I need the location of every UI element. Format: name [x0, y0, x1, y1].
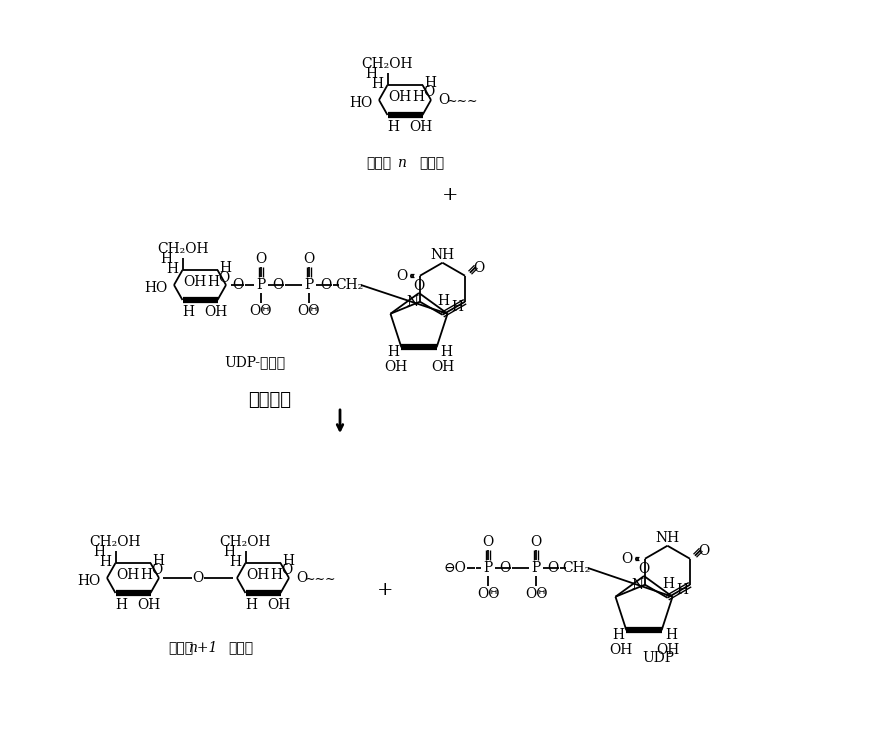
Text: O: O	[218, 270, 229, 285]
Text: O: O	[423, 85, 435, 99]
Text: H: H	[452, 299, 463, 313]
Text: O: O	[413, 279, 425, 293]
Text: NH: NH	[656, 531, 680, 545]
Text: H: H	[270, 568, 282, 582]
Text: O: O	[473, 261, 485, 275]
Text: ∼∼∼: ∼∼∼	[305, 573, 337, 585]
Text: NH: NH	[430, 247, 454, 262]
Text: H: H	[224, 545, 235, 559]
Text: OH: OH	[431, 360, 454, 374]
Text: H: H	[183, 305, 194, 319]
Text: CH₂OH: CH₂OH	[362, 57, 413, 71]
Text: O: O	[296, 571, 307, 585]
Text: O: O	[303, 252, 315, 266]
Text: OΘ: OΘ	[298, 304, 320, 318]
Text: ⊖O: ⊖O	[444, 561, 466, 575]
Text: O: O	[321, 278, 331, 292]
Text: H: H	[612, 628, 625, 642]
Text: H: H	[219, 261, 232, 275]
Text: 糖原（: 糖原（	[366, 156, 391, 170]
Text: O: O	[499, 561, 511, 575]
Text: CH₂: CH₂	[562, 561, 590, 575]
Text: H: H	[94, 545, 105, 559]
Text: HO: HO	[349, 96, 372, 110]
Text: H: H	[116, 598, 127, 612]
Text: OH: OH	[184, 275, 207, 289]
Text: H: H	[437, 293, 450, 308]
Text: OH: OH	[656, 643, 679, 657]
Text: P: P	[305, 278, 314, 292]
Text: N: N	[406, 295, 418, 309]
Text: O: O	[482, 535, 494, 549]
Text: O: O	[273, 278, 283, 292]
Text: 糖原合酶: 糖原合酶	[249, 391, 291, 409]
Text: OH: OH	[609, 643, 633, 657]
Text: OΘ: OΘ	[477, 587, 499, 601]
Text: OH: OH	[204, 305, 227, 319]
Text: O: O	[233, 278, 243, 292]
Text: OH: OH	[117, 568, 140, 582]
Text: H: H	[282, 554, 295, 568]
Text: H: H	[666, 628, 678, 642]
Text: H: H	[388, 120, 399, 134]
Text: CH₂: CH₂	[335, 278, 364, 292]
Text: n+1: n+1	[188, 641, 217, 655]
Text: O: O	[699, 544, 709, 558]
Text: OΘ: OΘ	[249, 304, 273, 318]
Text: ∼∼∼: ∼∼∼	[447, 95, 478, 107]
Text: H: H	[152, 554, 165, 568]
Text: HO: HO	[144, 281, 168, 295]
Text: O: O	[547, 561, 559, 575]
Text: H: H	[372, 77, 383, 91]
Text: O: O	[621, 552, 633, 565]
Text: 残基）: 残基）	[228, 641, 253, 655]
Text: H: H	[676, 582, 689, 597]
Text: O: O	[638, 562, 650, 576]
Text: H: H	[365, 67, 378, 81]
Text: OH: OH	[388, 90, 412, 104]
Text: H: H	[388, 345, 399, 359]
Text: H: H	[412, 90, 424, 104]
Text: n: n	[396, 156, 405, 170]
Text: OΘ: OΘ	[525, 587, 547, 601]
Text: O: O	[530, 535, 542, 549]
Text: 残基）: 残基）	[419, 156, 444, 170]
Text: CH₂OH: CH₂OH	[90, 535, 142, 549]
Text: 糖原（: 糖原（	[168, 641, 193, 655]
Text: +: +	[377, 581, 393, 599]
Text: UDP: UDP	[642, 651, 674, 665]
Text: OH: OH	[385, 360, 408, 374]
Text: O: O	[151, 563, 162, 577]
Text: OH: OH	[137, 598, 160, 612]
Text: OH: OH	[409, 120, 432, 134]
Text: P: P	[531, 561, 541, 575]
Text: N: N	[631, 578, 643, 592]
Text: H: H	[167, 262, 178, 276]
Text: O: O	[438, 93, 449, 107]
Text: HO: HO	[78, 574, 101, 588]
Text: H: H	[230, 555, 241, 569]
Text: O: O	[396, 269, 407, 283]
Text: H: H	[663, 576, 674, 591]
Text: H: H	[441, 345, 453, 359]
Text: H: H	[100, 555, 111, 569]
Text: P: P	[484, 561, 493, 575]
Text: H: H	[424, 76, 437, 90]
Text: O: O	[192, 571, 204, 585]
Text: O: O	[256, 252, 266, 266]
Text: UDP-葡萄糖: UDP-葡萄糖	[225, 355, 285, 369]
Text: H: H	[160, 252, 173, 266]
Text: O: O	[282, 563, 292, 577]
Text: H: H	[246, 598, 257, 612]
Text: +: +	[442, 186, 458, 204]
Text: H: H	[207, 275, 219, 289]
Text: H: H	[140, 568, 152, 582]
Text: OH: OH	[247, 568, 270, 582]
Text: CH₂OH: CH₂OH	[157, 242, 208, 256]
Text: OH: OH	[267, 598, 290, 612]
Text: CH₂OH: CH₂OH	[220, 535, 271, 549]
Text: P: P	[257, 278, 266, 292]
